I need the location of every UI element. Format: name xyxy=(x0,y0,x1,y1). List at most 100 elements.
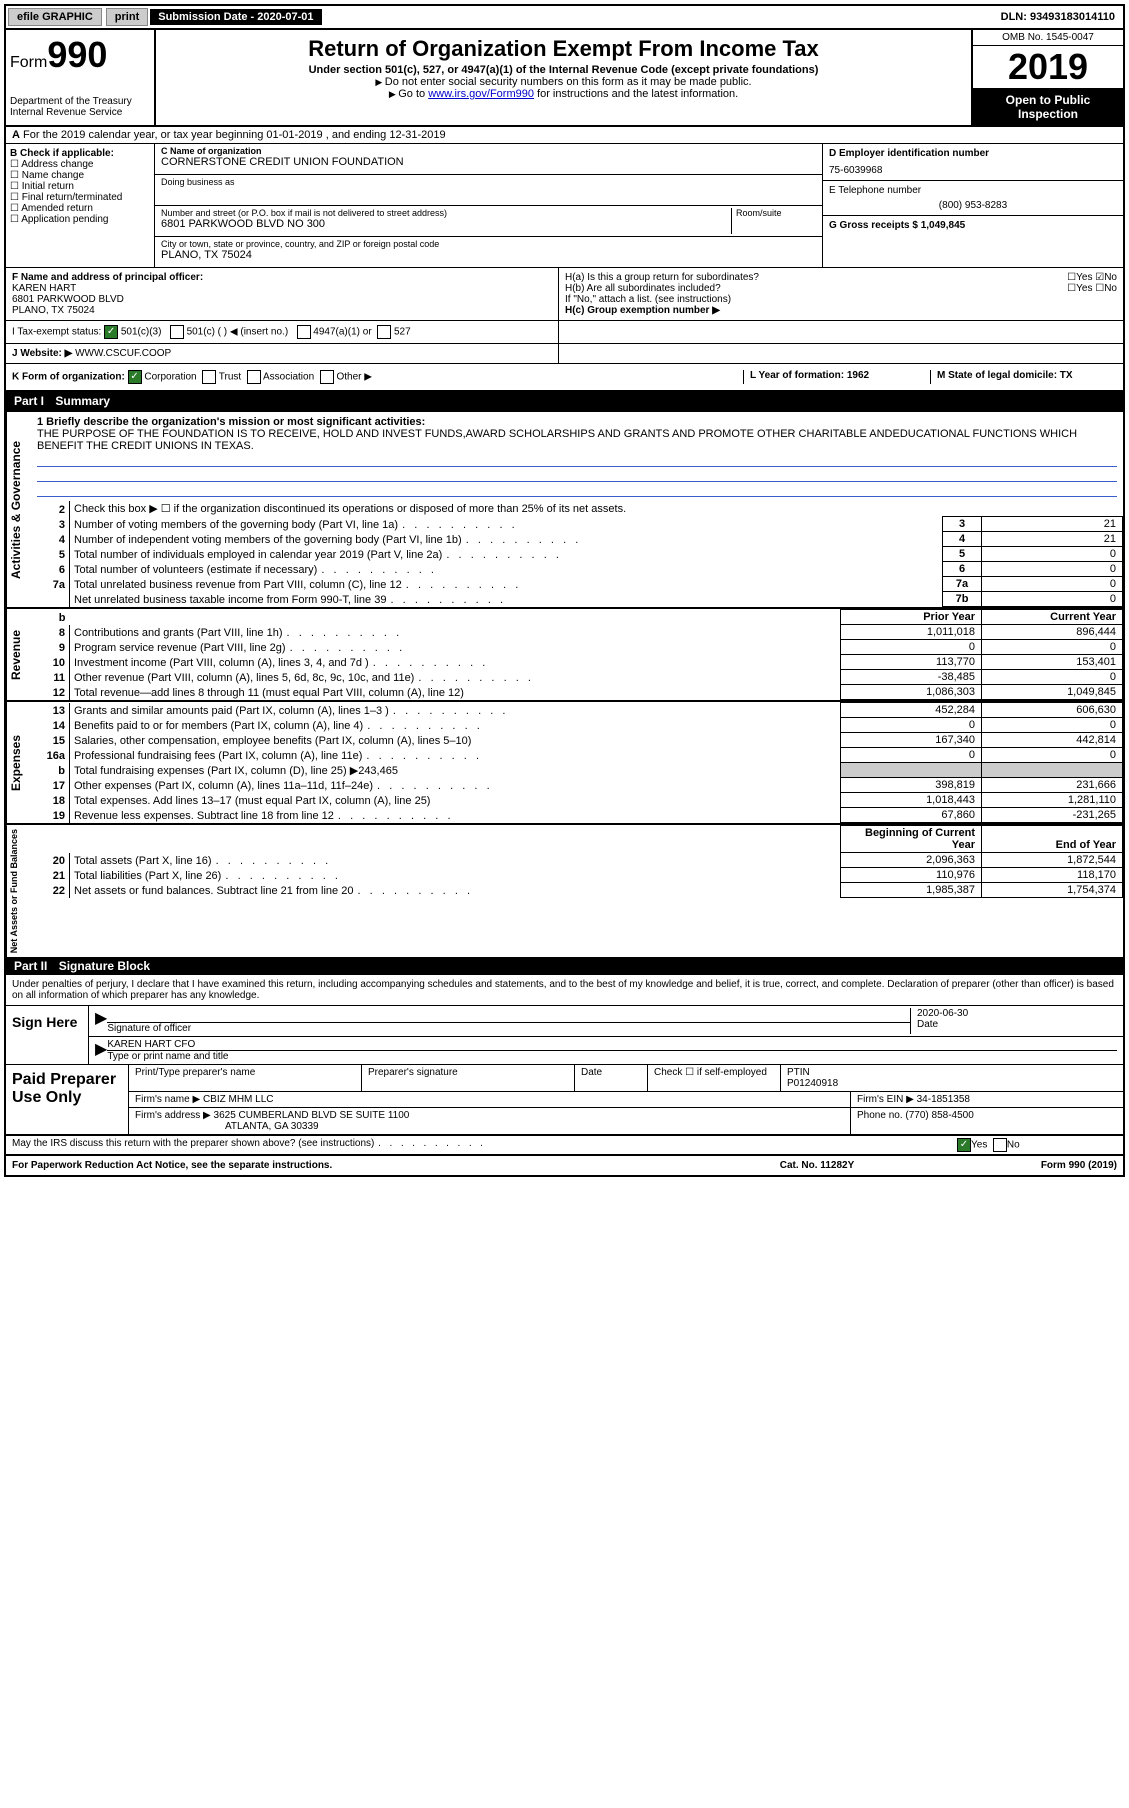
discuss-no[interactable] xyxy=(993,1138,1007,1152)
phone: (800) 953-8283 xyxy=(829,200,1117,211)
chk-527[interactable] xyxy=(377,325,391,339)
r9-c: 0 xyxy=(982,640,1123,655)
opt-corp: Corporation xyxy=(144,372,196,383)
pp-check: Check ☐ if self-employed xyxy=(648,1065,781,1091)
r15-n: 15 xyxy=(31,733,70,748)
r18-d: Total expenses. Add lines 13–17 (must eq… xyxy=(70,793,841,808)
r12-n: 12 xyxy=(31,685,70,700)
chk-trust[interactable] xyxy=(202,370,216,384)
hdr-current: Current Year xyxy=(982,610,1123,625)
r21-p: 110,976 xyxy=(841,868,982,883)
top-bar: efile GRAPHIC print Submission Date - 20… xyxy=(6,6,1123,30)
sig-officer-label: Signature of officer xyxy=(107,1023,910,1034)
form-ref-num: 990 xyxy=(1069,1160,1086,1171)
r22-d: Net assets or fund balances. Subtract li… xyxy=(70,883,841,898)
mission-text: THE PURPOSE OF THE FOUNDATION IS TO RECE… xyxy=(37,428,1117,452)
col-f: F Name and address of principal officer:… xyxy=(6,268,559,320)
chk-4947[interactable] xyxy=(297,325,311,339)
city-label: City or town, state or province, country… xyxy=(161,239,816,249)
r10-d: Investment income (Part VIII, column (A)… xyxy=(70,655,841,670)
chk-501c[interactable] xyxy=(170,325,184,339)
gross-receipts: G Gross receipts $ 1,049,845 xyxy=(829,220,965,231)
sign-here-label: Sign Here xyxy=(6,1006,89,1064)
net-table: Beginning of Current YearEnd of Year 20T… xyxy=(31,825,1123,898)
r14-c: 0 xyxy=(982,718,1123,733)
sign-arrow-icon-2: ▶ xyxy=(95,1039,107,1062)
firm-phone-label: Phone no. xyxy=(857,1110,903,1121)
paid-label: Paid Preparer Use Only xyxy=(6,1065,129,1134)
pra-notice: For Paperwork Reduction Act Notice, see … xyxy=(12,1160,717,1171)
line-a-text: For the 2019 calendar year, or tax year … xyxy=(23,129,446,141)
name-label: C Name of organization xyxy=(161,146,262,156)
chk-other[interactable] xyxy=(320,370,334,384)
tax-exempt-label: I Tax-exempt status: xyxy=(12,327,101,338)
r8-p: 1,011,018 xyxy=(841,625,982,640)
col-b-label: B Check if applicable: xyxy=(10,148,114,159)
col-b: B Check if applicable: Address change Na… xyxy=(6,144,155,267)
r21-c: 118,170 xyxy=(982,868,1123,883)
opt-501c3: 501(c)(3) xyxy=(121,327,162,338)
firm-name: CBIZ MHM LLC xyxy=(203,1094,274,1105)
r8-n: 8 xyxy=(31,625,70,640)
chk-address[interactable]: Address change xyxy=(10,159,150,170)
chk-501c3[interactable]: ✓ xyxy=(104,325,118,339)
vlabel-net: Net Assets or Fund Balances xyxy=(6,825,31,957)
name-title-label: Type or print name and title xyxy=(107,1051,1117,1062)
irs-link[interactable]: www.irs.gov/Form990 xyxy=(428,88,534,100)
r14-n: 14 xyxy=(31,718,70,733)
sig-date: 2020-06-30 xyxy=(917,1008,1117,1019)
r3-n: 3 xyxy=(31,517,70,532)
r16b-c xyxy=(982,763,1123,778)
r12-p: 1,086,303 xyxy=(841,685,982,700)
r15-p: 167,340 xyxy=(841,733,982,748)
dba-label: Doing business as xyxy=(161,177,816,187)
sign-arrow-icon: ▶ xyxy=(95,1008,107,1034)
hdr-begin: Beginning of Current Year xyxy=(841,826,982,853)
r21-d: Total liabilities (Part X, line 26) xyxy=(70,868,841,883)
chk-corp[interactable]: ✓ xyxy=(128,370,142,384)
discuss-yes[interactable]: ✓ xyxy=(957,1138,971,1152)
firm-addr2: ATLANTA, GA 30339 xyxy=(225,1121,844,1132)
r18-n: 18 xyxy=(31,793,70,808)
ptin-label: PTIN xyxy=(787,1067,1117,1078)
r16a-d: Professional fundraising fees (Part IX, … xyxy=(70,748,841,763)
part1-tab: Part I xyxy=(14,394,44,408)
chk-initial[interactable]: Initial return xyxy=(10,181,150,192)
section-bcdeg: B Check if applicable: Address change Na… xyxy=(6,144,1123,268)
ptin: P01240918 xyxy=(787,1078,1117,1089)
r16a-p: 0 xyxy=(841,748,982,763)
print-button[interactable]: print xyxy=(106,8,148,26)
r3-b: 3 xyxy=(943,517,982,532)
state-domicile: M State of legal domicile: TX xyxy=(937,370,1073,381)
r20-n: 20 xyxy=(31,853,70,868)
r17-n: 17 xyxy=(31,778,70,793)
chk-amended[interactable]: Amended return xyxy=(10,203,150,214)
col-deg: D Employer identification number 75-6039… xyxy=(822,144,1123,267)
hc-label: H(c) Group exemption number ▶ xyxy=(565,305,720,316)
r12-d: Total revenue—add lines 8 through 11 (mu… xyxy=(70,685,841,700)
ha-yes: Yes xyxy=(1076,272,1092,283)
q1-label: 1 Briefly describe the organization's mi… xyxy=(37,416,425,428)
r17-p: 398,819 xyxy=(841,778,982,793)
chk-name[interactable]: Name change xyxy=(10,170,150,181)
r20-d: Total assets (Part X, line 16) xyxy=(70,853,841,868)
vlabel-exp: Expenses xyxy=(6,702,31,823)
r5-v: 0 xyxy=(982,547,1123,562)
chk-assoc[interactable] xyxy=(247,370,261,384)
r13-d: Grants and similar amounts paid (Part IX… xyxy=(70,703,841,718)
ha-label: H(a) Is this a group return for subordin… xyxy=(565,272,759,283)
form-title: Return of Organization Exempt From Incom… xyxy=(160,36,967,62)
r22-p: 1,985,387 xyxy=(841,883,982,898)
chk-final[interactable]: Final return/terminated xyxy=(10,192,150,203)
ssn-note: Do not enter social security numbers on … xyxy=(160,76,967,88)
discuss-no-label: No xyxy=(1007,1140,1020,1151)
officer-label: F Name and address of principal officer: xyxy=(12,272,203,283)
opt-other: Other ▶ xyxy=(336,372,371,383)
opt-527: 527 xyxy=(394,327,411,338)
header-left: Form990 Department of the Treasury Inter… xyxy=(6,30,156,125)
ag-section: Activities & Governance 1 Briefly descri… xyxy=(6,410,1123,607)
website-val: WWW.CSCUF.COOP xyxy=(75,348,171,359)
chk-pending[interactable]: Application pending xyxy=(10,214,150,225)
form-container: efile GRAPHIC print Submission Date - 20… xyxy=(4,4,1125,1177)
mission-block: 1 Briefly describe the organization's mi… xyxy=(31,412,1123,501)
